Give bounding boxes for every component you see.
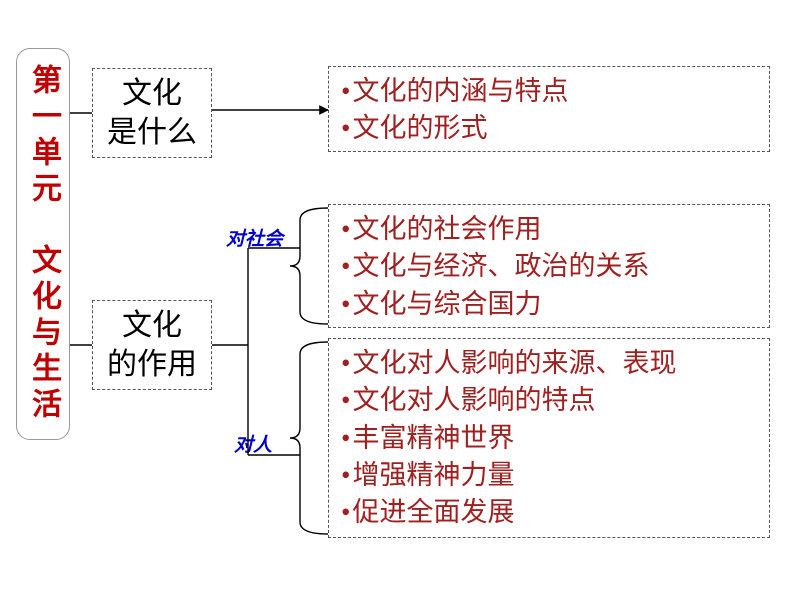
leaf-item: 文化对人影响的来源、表现 (341, 345, 759, 382)
edge-label-person: 对人 (234, 430, 272, 457)
node-role-of-culture: 文化 的作用 (92, 300, 212, 390)
unit-title-box: 第一单元 文化与生活 (16, 48, 70, 440)
leaf-box-2: 文化的社会作用文化与经济、政治的关系文化与综合国力 (328, 204, 770, 328)
node-line: 文化 (122, 74, 182, 113)
unit-title-text: 第一单元 文化与生活 (21, 64, 65, 424)
leaf-item: 文化的内涵与特点 (341, 73, 759, 110)
leaf-item: 文化对人影响的特点 (341, 382, 759, 419)
edge-label-society: 对社会 (226, 224, 283, 251)
leaf-item: 促进全面发展 (341, 494, 759, 531)
leaf-item: 文化的社会作用 (341, 211, 759, 248)
leaf-item: 文化的形式 (341, 110, 759, 147)
node-what-is-culture: 文化 是什么 (92, 68, 212, 158)
node-line: 文化 (122, 306, 182, 345)
leaf-item: 文化与经济、政治的关系 (341, 248, 759, 285)
node-line: 是什么 (107, 113, 197, 152)
leaf-box-3: 文化对人影响的来源、表现文化对人影响的特点丰富精神世界增强精神力量促进全面发展 (328, 338, 770, 538)
leaf-item: 丰富精神世界 (341, 420, 759, 457)
leaf-item: 文化与综合国力 (341, 286, 759, 323)
node-line: 的作用 (107, 345, 197, 384)
leaf-box-1: 文化的内涵与特点文化的形式 (328, 66, 770, 152)
leaf-item: 增强精神力量 (341, 457, 759, 494)
